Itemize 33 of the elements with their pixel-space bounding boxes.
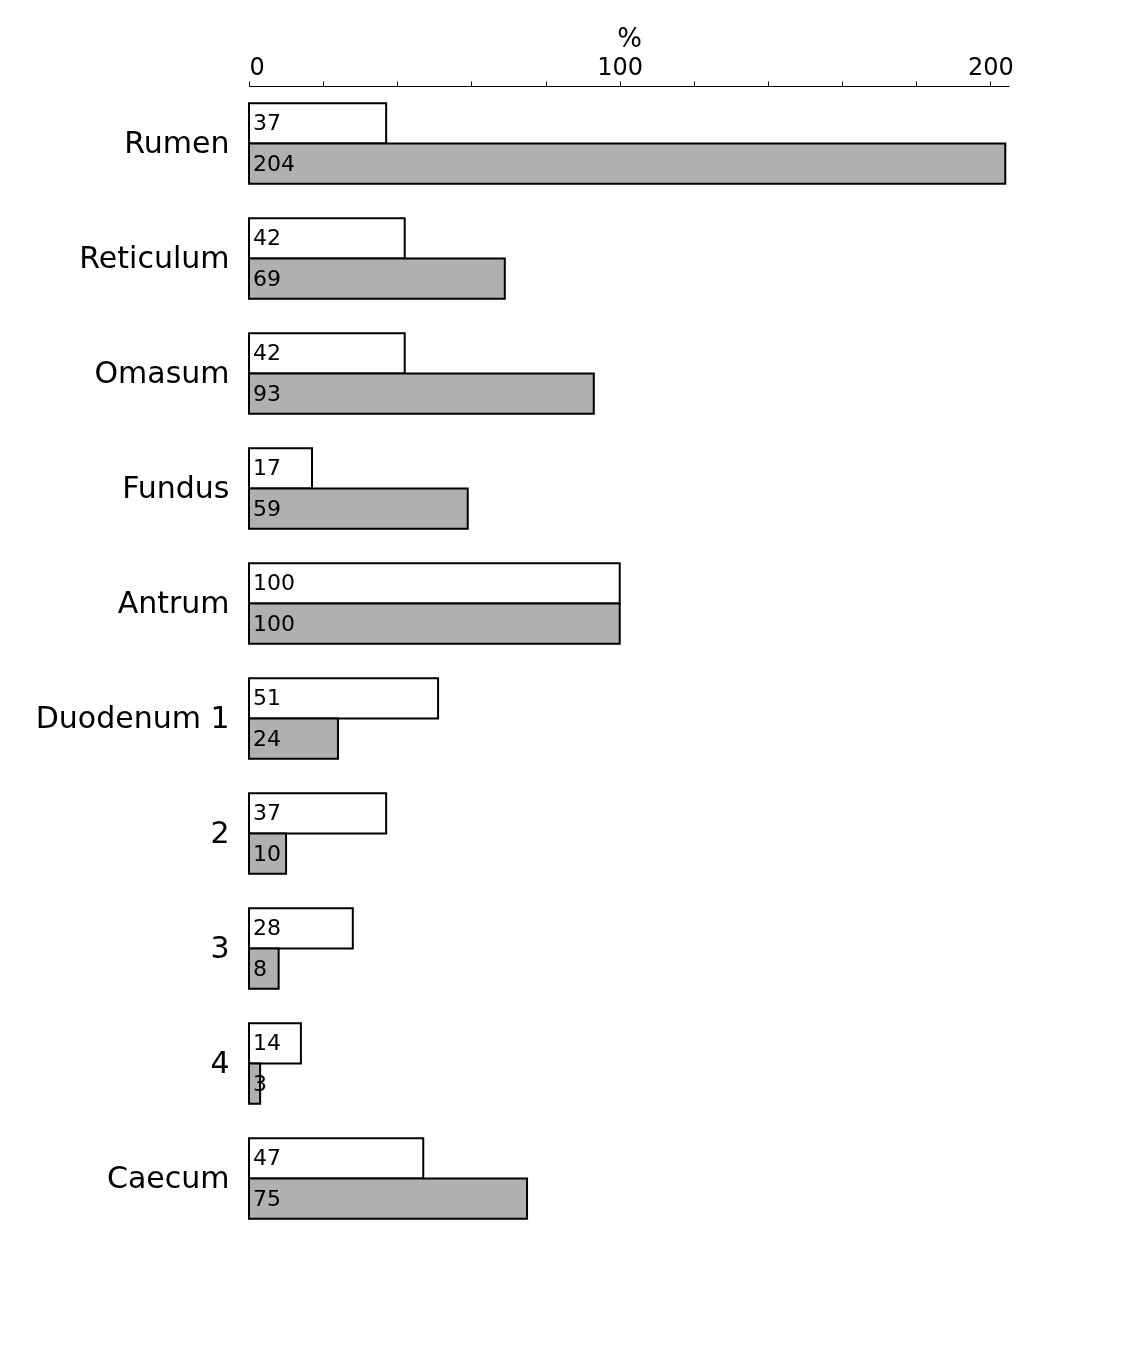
data-label: 10 <box>253 840 281 866</box>
data-label: 42 <box>253 225 281 251</box>
data-label: 8 <box>253 955 267 981</box>
data-label: 17 <box>253 455 281 481</box>
data-label: 37 <box>253 800 281 826</box>
data-label: 14 <box>253 1030 281 1056</box>
y-tick-label: 3 <box>210 929 230 965</box>
data-label: 47 <box>253 1145 281 1171</box>
data-label: 100 <box>253 610 295 636</box>
y-tick-label: 2 <box>210 814 230 850</box>
y-tick-label: Duodenum 1 <box>35 699 230 735</box>
data-label: 69 <box>253 265 281 291</box>
data-label: 24 <box>253 725 281 751</box>
x-tick-label: 200 <box>968 52 1014 81</box>
x-tick-label: 100 <box>597 52 644 81</box>
data-label: 59 <box>253 495 281 521</box>
y-tick-label: Fundus <box>122 469 230 505</box>
y-tick-label: Reticulum <box>79 239 230 275</box>
data-label: 51 <box>253 685 281 711</box>
data-label: 100 <box>253 570 295 596</box>
y-tick-label: Rumen <box>124 124 230 160</box>
x-tick-label: 0 <box>249 52 265 81</box>
y-tick-label: Caecum <box>106 1159 230 1195</box>
y-tick-label: Antrum <box>117 584 230 620</box>
x-axis-title: % <box>617 22 642 53</box>
data-label: 204 <box>253 150 295 176</box>
data-label: 75 <box>253 1185 281 1211</box>
data-label: 37 <box>253 110 281 136</box>
y-tick-label: 4 <box>210 1044 230 1080</box>
data-label: 42 <box>253 340 281 366</box>
data-label: 28 <box>253 915 281 941</box>
data-label: 93 <box>253 380 281 406</box>
y-tick-label: Omasum <box>94 354 230 390</box>
